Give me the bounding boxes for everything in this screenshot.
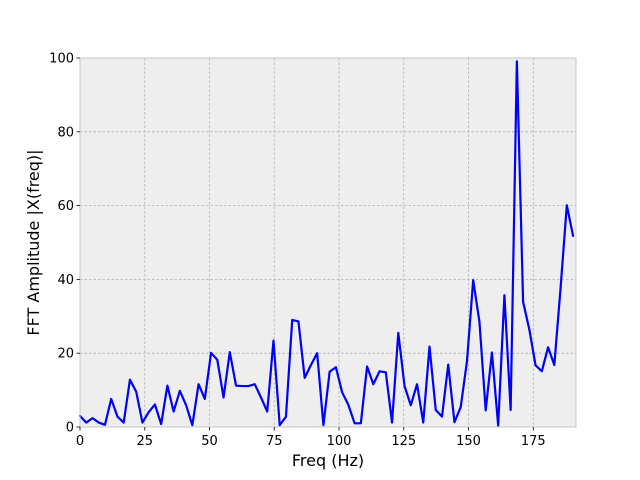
- x-tick-label: 75: [266, 434, 283, 449]
- y-tick-label: 40: [57, 273, 74, 288]
- y-tick-label: 100: [49, 52, 74, 67]
- x-axis-label: Freq (Hz): [292, 451, 364, 470]
- y-tick-label: 60: [57, 199, 74, 214]
- y-axis-label: FFT Amplitude |X(freq)|: [24, 149, 43, 335]
- x-tick-label: 50: [201, 434, 218, 449]
- x-tick-label: 175: [521, 434, 546, 449]
- fft-amplitude-line: [78, 60, 575, 427]
- y-tick-label: 0: [66, 421, 74, 436]
- x-tick-label: 150: [456, 434, 481, 449]
- x-tick-label: 0: [76, 434, 84, 449]
- y-axis: 0 20 40 60 80 100: [49, 52, 80, 436]
- plot-frame: [79, 57, 577, 428]
- y-tick-label: 80: [57, 125, 74, 140]
- y-tick-label: 20: [57, 347, 74, 362]
- x-tick-label: 125: [391, 434, 416, 449]
- x-tick-label: 100: [327, 434, 352, 449]
- series-group: [78, 60, 575, 427]
- x-tick-label: 25: [136, 434, 153, 449]
- x-axis: 0 25 50 75 100 125 150 175: [76, 427, 546, 449]
